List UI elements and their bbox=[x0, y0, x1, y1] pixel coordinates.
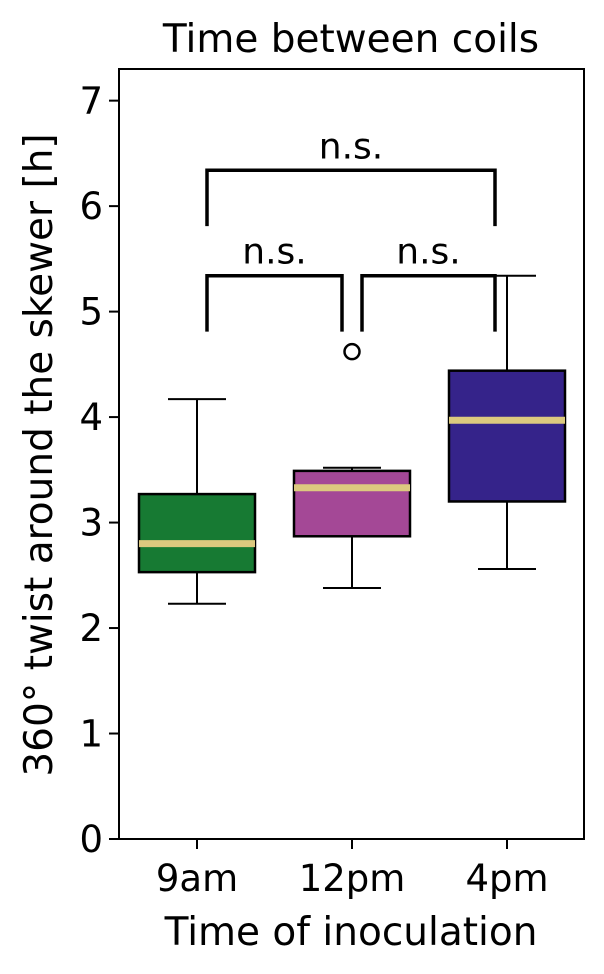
box-9am bbox=[137, 492, 257, 574]
significance-label: n.s. bbox=[319, 126, 383, 167]
y-tick-label: 6 bbox=[79, 185, 103, 228]
significance-label: n.s. bbox=[396, 232, 460, 273]
x-tick-label: 9am bbox=[156, 857, 238, 900]
significance-label: n.s. bbox=[242, 232, 306, 273]
chart-title: Time between coils bbox=[162, 17, 539, 62]
y-tick-label: 7 bbox=[79, 80, 103, 123]
y-axis-ticks: 0 1 2 3 4 5 6 7 bbox=[79, 80, 119, 861]
y-tick-label: 2 bbox=[79, 607, 103, 650]
outlier-point bbox=[343, 342, 361, 361]
significance-bracket bbox=[205, 273, 344, 332]
x-axis-ticks: 9am 12pm 4pm bbox=[156, 839, 549, 900]
y-tick-label: 3 bbox=[79, 502, 103, 545]
y-tick-label: 0 bbox=[79, 818, 103, 861]
significance-bracket bbox=[205, 168, 497, 227]
box-4pm bbox=[447, 369, 567, 503]
significance-brackets: n.s. n.s. n.s. bbox=[205, 126, 497, 332]
x-axis-label: Time of inoculation bbox=[164, 910, 538, 955]
y-axis-label: 360° twist around the skewer [h] bbox=[17, 133, 62, 776]
x-tick-label: 4pm bbox=[465, 857, 548, 900]
y-tick-label: 1 bbox=[79, 713, 103, 756]
y-tick-label: 4 bbox=[79, 396, 103, 439]
significance-bracket bbox=[360, 273, 497, 332]
x-tick-label: 12pm bbox=[299, 857, 406, 900]
boxplots bbox=[137, 274, 567, 605]
y-tick-label: 5 bbox=[79, 291, 103, 334]
box-12pm bbox=[292, 469, 412, 538]
